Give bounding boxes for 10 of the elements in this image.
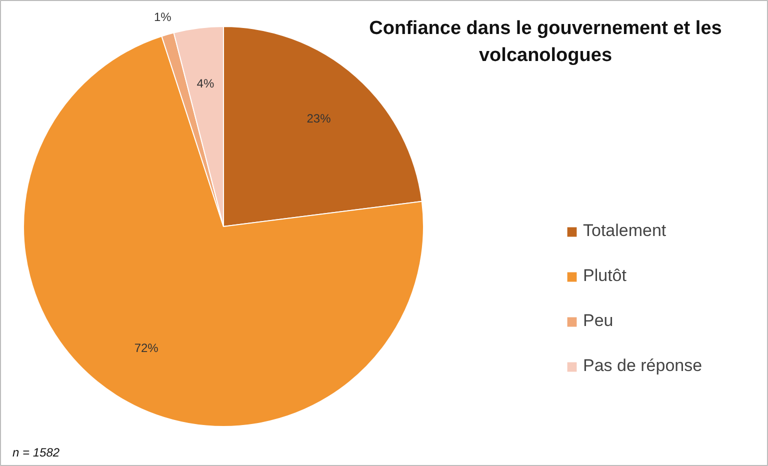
legend-label: Pas de réponse <box>583 356 702 376</box>
legend-label: Totalement <box>583 221 666 241</box>
text: n = 1582 <box>12 446 60 460</box>
text: Confiance dans le gouvernement et les volcanologues <box>369 18 722 66</box>
data-label: 23% <box>306 111 332 126</box>
data-label: 1% <box>154 10 172 24</box>
data-label: 4% <box>196 76 214 91</box>
legend-label: Peu <box>583 311 614 331</box>
data-label: 72% <box>134 341 159 356</box>
legend-label: Plutôt <box>583 266 626 286</box>
